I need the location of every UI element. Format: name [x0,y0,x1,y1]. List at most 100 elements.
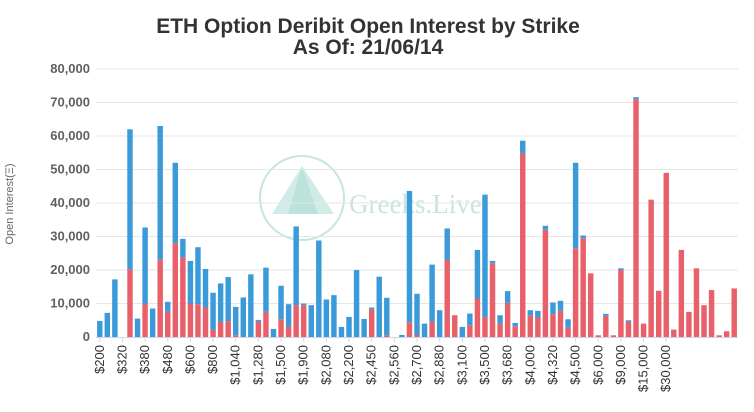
bar-call [97,320,103,337]
bar-put [512,326,518,337]
bar-call [384,297,390,336]
bar-call [376,276,382,337]
bar-call [172,162,179,244]
bar-put [202,307,209,337]
bar-call [406,190,413,323]
x-tick-label: $600 [182,345,197,374]
bar-put [263,311,269,337]
bar-call [436,310,443,337]
bar-put [429,321,435,337]
y-tick-label: 0 [83,329,90,344]
bar-call [300,303,307,306]
y-tick-label: 70,000 [50,95,90,110]
bar-put [520,153,526,337]
bar-call [361,318,367,337]
bar-put [610,335,617,337]
bar-put [157,259,163,337]
x-tick-label: $2,700 [409,345,424,385]
bar-call [149,308,156,337]
bar-call [323,299,330,337]
bar-put [678,249,685,337]
x-tick-label: $1,900 [296,345,311,385]
bar-put [587,273,594,337]
x-tick-label: $30,000 [658,345,673,392]
bar-call [467,313,473,326]
bar-put [527,315,534,337]
bar-call [316,240,322,337]
bar-put [165,311,171,337]
bar-put [693,268,700,337]
bar-call [353,270,360,337]
x-tick-label: $2,080 [318,345,333,385]
bar-put [255,321,262,337]
bar-put [663,172,669,337]
bar-put [648,199,654,337]
bar-put [127,269,133,337]
x-tick-label: $2,560 [386,345,401,385]
bar-call [625,320,632,322]
bar-call [134,318,141,337]
bar-put [504,302,511,337]
chart-subtitle: As Of: 21/06/14 [293,36,444,59]
bar-call [210,292,216,330]
bar-put [580,238,586,337]
bar-put [603,315,609,337]
x-tick-label: $4,000 [522,345,537,385]
bar-put [225,321,231,337]
bar-put [701,305,707,337]
x-tick-label: $1,040 [228,345,243,385]
bar-call [474,249,481,299]
y-tick-label: 30,000 [50,229,90,244]
bar-call [459,326,466,337]
bar-call [278,285,284,320]
bar-call [240,297,247,337]
bar-call [127,129,133,270]
bar-call [512,322,518,327]
bar-call [263,267,269,312]
bar-put [187,303,194,337]
x-tick-label: $6,000 [590,345,605,385]
bar-call [368,307,375,310]
bar-call [565,319,571,328]
bar-put [384,335,390,337]
bar-put [686,311,692,337]
bar-call [444,228,450,260]
bar-put [474,298,481,337]
bar-call [270,328,277,337]
bar-put [300,305,307,337]
x-tick-label: $380 [137,345,152,374]
bar-call [429,264,435,322]
bars [97,97,737,338]
bar-put [406,322,413,337]
bar-put [210,329,216,337]
bar-put [671,329,677,337]
bar-put [414,334,420,337]
bar-put [233,335,239,337]
bar-call [157,125,163,260]
bar-call [603,313,609,316]
bar-call [331,295,337,337]
bar-put [195,304,201,337]
y-tick-label: 80,000 [50,61,90,76]
bar-call [180,238,186,258]
bar-put [542,229,549,337]
x-tick-label: $3,500 [477,345,492,385]
x-tick-label: $9,000 [613,345,628,385]
bar-put [293,305,299,337]
chart-title: ETH Option Deribit Open Interest by Stri… [156,15,580,38]
bar-call [520,140,526,154]
bar-put [482,316,488,337]
bar-put [595,335,601,337]
bar-call [542,225,549,230]
bar-put [172,243,179,337]
bar-put [217,321,224,337]
bar-put [489,263,496,337]
bar-call [550,302,556,315]
bar-put [142,303,148,337]
bar-call [293,226,299,306]
bar-put [633,99,639,338]
x-tick-label: $1,280 [250,345,265,385]
bar-call [527,310,534,316]
x-tick-label: $320 [114,345,129,374]
bar-call [255,319,262,322]
